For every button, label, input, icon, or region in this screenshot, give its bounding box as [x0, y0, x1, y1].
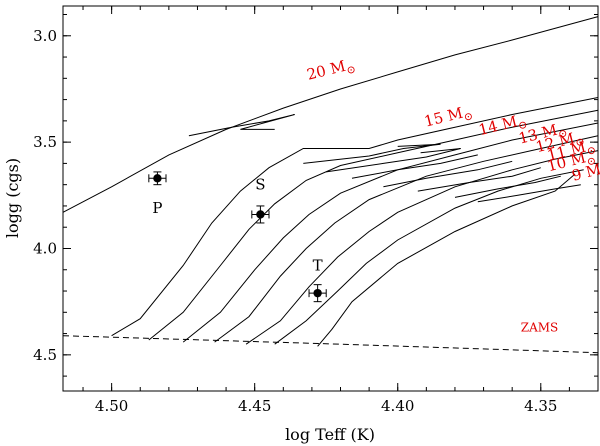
track-20-loop	[188, 114, 295, 137]
track-11-loop	[417, 167, 541, 192]
track-13-loop	[351, 154, 478, 179]
solar-symbol-icon: ⊙	[585, 154, 597, 169]
track-14-msun	[148, 109, 599, 341]
y-tick-label: 3.5	[33, 133, 57, 151]
point-P-marker	[153, 174, 162, 183]
track-12-msun	[214, 135, 599, 343]
tracks-layer	[62, 16, 599, 347]
points-layer: P S T	[148, 171, 327, 303]
x-tick-label: 4.45	[238, 397, 271, 415]
track-9-msun	[317, 173, 576, 347]
point-T-marker	[313, 288, 322, 298]
point-P-label: P	[152, 199, 162, 217]
track-10-loop	[454, 175, 561, 198]
solar-symbol-icon: ⊙	[462, 109, 474, 124]
track-20-msun	[62, 16, 599, 213]
solar-symbol-icon: ⊙	[345, 62, 357, 77]
solar-symbol-icon: ⊙	[557, 126, 569, 141]
zams-layer: ZAMS	[62, 320, 599, 354]
zams-label: ZAMS	[521, 320, 559, 334]
solar-symbol-icon: ⊙	[585, 143, 597, 158]
solar-symbol-icon: ⊙	[517, 118, 529, 133]
mass-label-20: 20 M⊙	[305, 55, 357, 87]
plot-frame	[62, 5, 599, 392]
x-tick-label: 4.35	[524, 397, 557, 415]
y-tick-label: 3.0	[33, 27, 57, 45]
track-14-loop	[326, 148, 461, 173]
ticks-layer: 4.50 4.45 4.40 4.35 3.0 3.5 4.0 4.5	[33, 6, 599, 415]
x-tick-label: 4.50	[95, 397, 128, 415]
x-tick-label: 4.40	[381, 397, 414, 415]
track-10-msun	[274, 169, 584, 345]
solar-symbol-icon: ⊙	[574, 135, 586, 150]
point-T-label: T	[313, 257, 323, 275]
track-12-loop	[383, 160, 513, 188]
track-15-loop	[303, 143, 441, 164]
track-11-msun	[245, 150, 599, 345]
zams-line	[62, 335, 599, 354]
y-tick-label: 4.5	[33, 346, 57, 364]
track-9-loop	[477, 184, 581, 203]
point-S-label: S	[255, 176, 265, 194]
point-S-marker	[256, 210, 265, 219]
y-tick-label: 4.0	[33, 239, 57, 257]
y-axis-title: logg (cgs)	[3, 158, 22, 238]
track-15-msun	[111, 97, 599, 337]
labels-layer: 20 M⊙15 M⊙14 M⊙13 M⊙12 M⊙11 M⊙10 M⊙9 M⊙	[305, 55, 600, 188]
track-13-msun	[182, 122, 599, 343]
x-axis-title: log Teff (K)	[285, 425, 375, 444]
